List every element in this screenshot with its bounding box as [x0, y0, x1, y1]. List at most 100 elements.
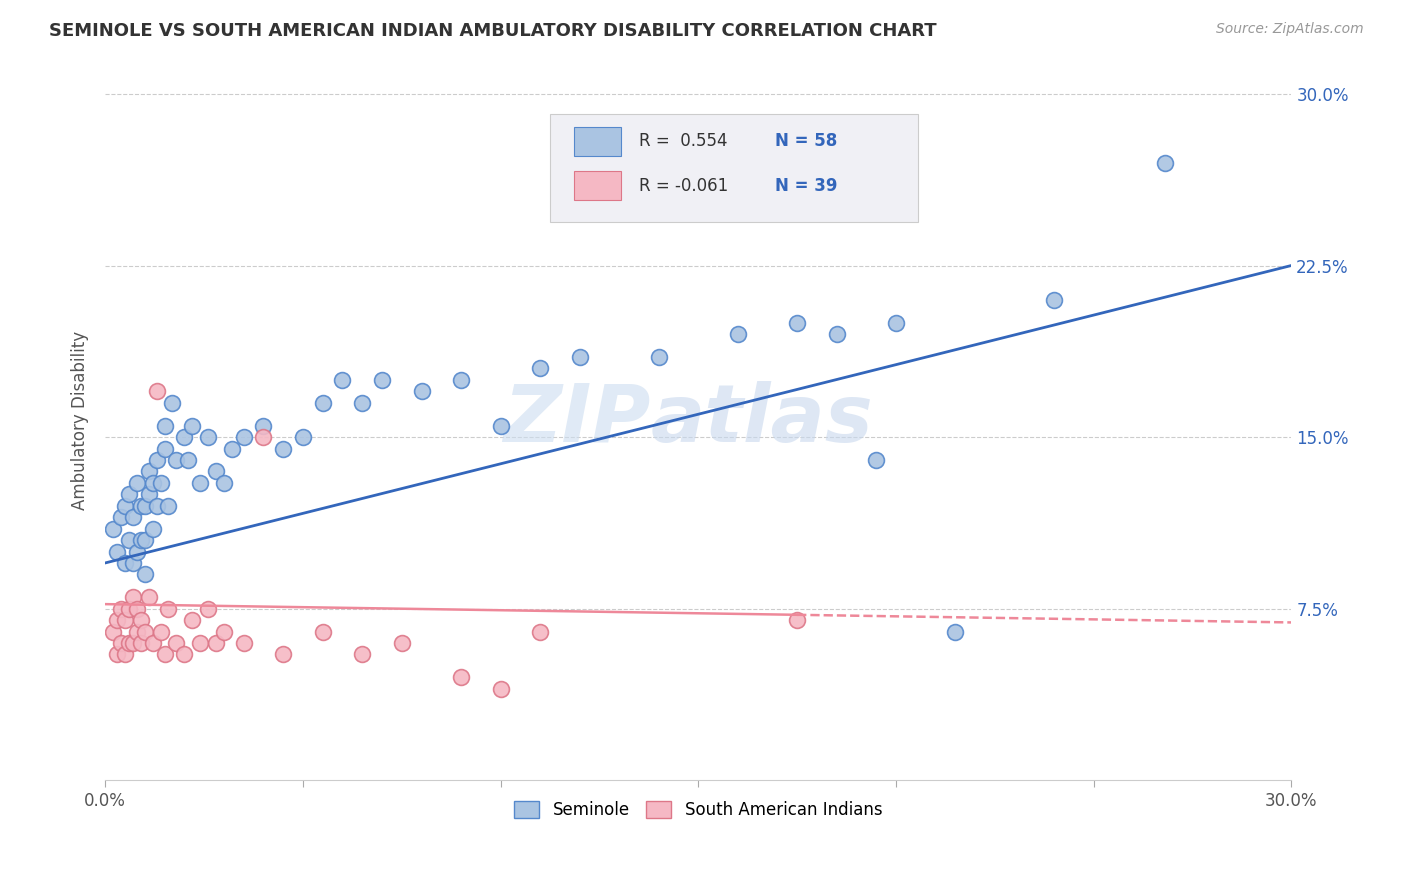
FancyBboxPatch shape: [574, 171, 621, 200]
FancyBboxPatch shape: [550, 113, 918, 222]
Point: [232, 430, 254, 444]
Point: [153, 648, 176, 662]
Point: [162, 396, 184, 410]
Point: [786, 316, 808, 330]
Point: [114, 648, 136, 662]
Point: [271, 442, 294, 456]
Point: [145, 453, 167, 467]
Point: [129, 636, 152, 650]
Point: [129, 613, 152, 627]
Point: [145, 499, 167, 513]
Point: [786, 613, 808, 627]
Point: [197, 601, 219, 615]
Point: [489, 681, 512, 696]
Point: [252, 418, 274, 433]
Point: [134, 624, 156, 639]
Text: N = 58: N = 58: [775, 132, 838, 150]
Point: [212, 624, 235, 639]
Text: ZIP: ZIP: [503, 381, 651, 459]
Point: [188, 636, 211, 650]
Point: [648, 350, 671, 364]
Point: [134, 567, 156, 582]
Point: [450, 670, 472, 684]
Point: [825, 327, 848, 342]
Point: [173, 430, 195, 444]
Point: [101, 624, 124, 639]
Point: [105, 544, 128, 558]
Point: [114, 556, 136, 570]
Point: [727, 327, 749, 342]
Point: [165, 636, 187, 650]
Point: [529, 361, 551, 376]
Point: [125, 475, 148, 490]
Point: [118, 636, 141, 650]
Point: [352, 648, 374, 662]
Point: [173, 648, 195, 662]
Point: [352, 396, 374, 410]
Point: [118, 601, 141, 615]
Point: [149, 475, 172, 490]
Point: [411, 384, 433, 399]
Point: [165, 453, 187, 467]
Point: [125, 624, 148, 639]
Point: [142, 636, 165, 650]
Point: [311, 396, 333, 410]
Point: [142, 475, 165, 490]
Text: atlas: atlas: [651, 381, 873, 459]
Point: [1043, 293, 1066, 307]
Point: [110, 636, 132, 650]
Point: [110, 510, 132, 524]
Point: [212, 475, 235, 490]
Point: [391, 636, 413, 650]
Point: [122, 556, 145, 570]
Point: [205, 636, 228, 650]
Point: [138, 591, 160, 605]
Point: [122, 510, 145, 524]
Point: [232, 636, 254, 650]
Point: [529, 624, 551, 639]
Text: R =  0.554: R = 0.554: [638, 132, 727, 150]
Point: [311, 624, 333, 639]
FancyBboxPatch shape: [574, 127, 621, 155]
Point: [118, 487, 141, 501]
Legend: Seminole, South American Indians: Seminole, South American Indians: [508, 795, 889, 826]
Point: [129, 533, 152, 547]
Point: [138, 487, 160, 501]
Point: [134, 533, 156, 547]
Point: [271, 648, 294, 662]
Text: Source: ZipAtlas.com: Source: ZipAtlas.com: [1216, 22, 1364, 37]
Point: [450, 373, 472, 387]
Point: [568, 350, 591, 364]
Point: [221, 442, 243, 456]
Point: [197, 430, 219, 444]
Point: [291, 430, 314, 444]
Point: [122, 636, 145, 650]
Point: [125, 601, 148, 615]
Point: [153, 442, 176, 456]
Point: [105, 613, 128, 627]
Point: [332, 373, 354, 387]
Point: [114, 499, 136, 513]
Point: [205, 465, 228, 479]
Point: [129, 499, 152, 513]
Point: [177, 453, 200, 467]
Point: [181, 418, 204, 433]
Point: [181, 613, 204, 627]
Point: [371, 373, 394, 387]
Y-axis label: Ambulatory Disability: Ambulatory Disability: [72, 330, 89, 509]
Point: [122, 591, 145, 605]
Point: [149, 624, 172, 639]
Point: [114, 613, 136, 627]
Point: [142, 522, 165, 536]
Point: [153, 418, 176, 433]
Point: [105, 648, 128, 662]
Text: SEMINOLE VS SOUTH AMERICAN INDIAN AMBULATORY DISABILITY CORRELATION CHART: SEMINOLE VS SOUTH AMERICAN INDIAN AMBULA…: [49, 22, 936, 40]
Point: [252, 430, 274, 444]
Point: [145, 384, 167, 399]
Point: [157, 499, 180, 513]
Point: [1153, 155, 1175, 169]
Point: [157, 601, 180, 615]
Point: [134, 499, 156, 513]
Point: [138, 465, 160, 479]
Point: [865, 453, 887, 467]
